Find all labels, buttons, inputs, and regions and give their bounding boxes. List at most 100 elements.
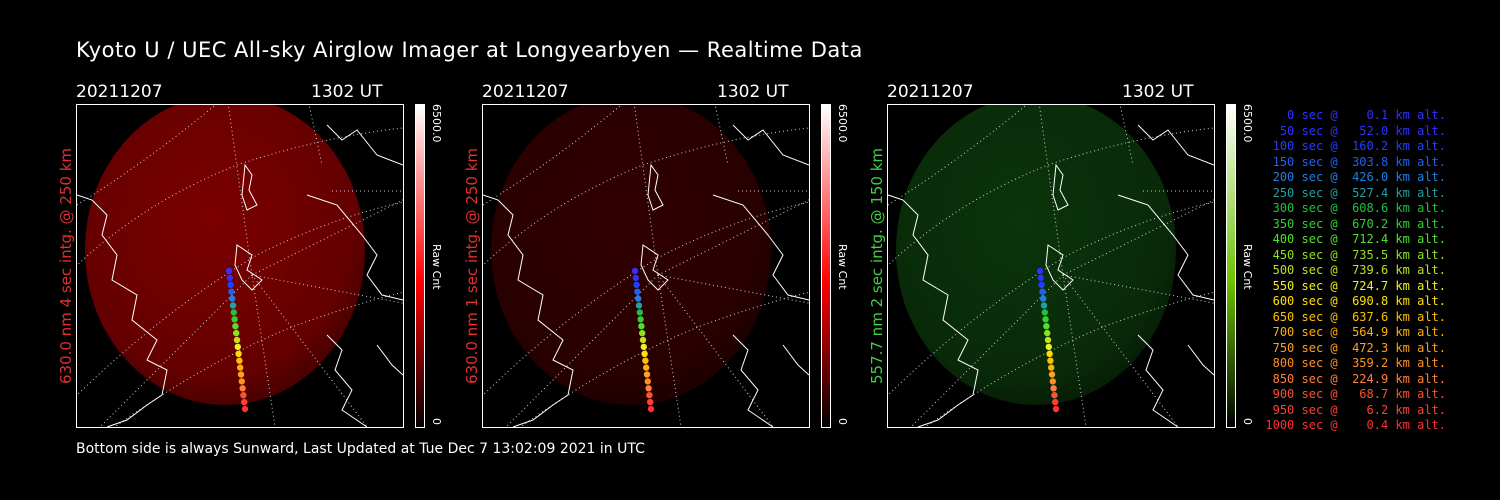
trajectory-point (638, 323, 645, 330)
colorbar-max-label: 6500.0 (836, 104, 849, 143)
trajectory-point (1049, 378, 1056, 385)
rocket-trajectory (1036, 267, 1060, 413)
trajectory-point (1044, 336, 1052, 344)
trajectory-point (235, 350, 242, 357)
lat-lon-grid (888, 105, 1214, 427)
legend-entry: 300 sec @ 608.6 km alt. (1265, 201, 1446, 215)
colorbar-unit-label: Raw Cnt (836, 244, 849, 290)
allsky-image (76, 104, 404, 428)
trajectory-point (240, 392, 247, 399)
rocket-trajectory (631, 267, 655, 413)
trajectory-point (1048, 364, 1055, 371)
trajectory-point (1042, 316, 1049, 323)
trajectory-point (632, 274, 639, 282)
trajectory-point (636, 309, 643, 316)
rocket-trajectory (225, 267, 249, 413)
lat-lon-grid (483, 105, 809, 427)
trajectory-point (1040, 302, 1048, 309)
colorbar (821, 104, 831, 428)
trajectory-point (645, 385, 652, 392)
trajectory-point (643, 371, 651, 378)
trajectory-point (239, 385, 246, 392)
trajectory-point (639, 336, 647, 344)
trajectory-point (634, 288, 641, 295)
panel-1: 630.0 nm 4 sec intg. @ 250 km 20211207 130… (55, 82, 785, 432)
trajectory-point (241, 398, 248, 406)
wavelength-label-text: 557.7 nm 2 sec intg. @ 150 km (868, 147, 886, 385)
coastline (77, 124, 403, 427)
trajectory-point (1040, 295, 1047, 302)
trajectory-point (635, 295, 642, 302)
trajectory-point (233, 336, 241, 344)
legend-entry: 150 sec @ 303.8 km alt. (1265, 154, 1446, 169)
legend-entry: 250 sec @ 527.4 km alt. (1265, 185, 1446, 200)
trajectory-point (225, 267, 233, 275)
trajectory-point (1045, 343, 1052, 351)
trajectory-point (1051, 392, 1058, 399)
wavelength-label: 630.0 nm 4 sec intg. @ 250 km (55, 104, 77, 428)
trajectory-point (1046, 350, 1053, 357)
colorbar-labels: 6500.0 Raw Cnt 0 (430, 104, 453, 428)
legend-entry: 200 sec @ 426.0 km alt. (1265, 170, 1446, 184)
legend-entry: 700 sec @ 564.9 km alt. (1265, 325, 1446, 339)
panel-time: 1302 UT (311, 82, 383, 102)
legend-entry: 500 sec @ 739.6 km alt. (1265, 263, 1446, 277)
trajectory-point (641, 350, 648, 357)
legend-entry: 400 sec @ 712.4 km alt. (1265, 232, 1446, 246)
trajectory-point (1044, 329, 1051, 337)
allsky-image (482, 104, 810, 428)
trajectory-point (238, 378, 245, 385)
airglow-field (491, 105, 771, 405)
trajectory-point (228, 288, 235, 295)
legend-entry: 50 sec @ 52.0 km alt. (1265, 123, 1446, 138)
trajectory-point (1048, 371, 1056, 378)
trajectory-point (1036, 267, 1044, 275)
colorbar-min-label: 0 (430, 418, 443, 425)
colorbar-labels: 6500.0 Raw Cnt 0 (836, 104, 859, 428)
trajectory-point (231, 316, 238, 323)
trajectory-point (232, 323, 239, 330)
trajectory-point (227, 281, 234, 288)
colorbar-max-label: 6500.0 (430, 104, 443, 143)
allsky-image (887, 104, 1215, 428)
trajectory-point (1050, 385, 1057, 392)
trajectory-point (1037, 274, 1044, 282)
panel-date: 20211207 (482, 82, 569, 102)
trajectory-point (643, 364, 650, 371)
trajectory-point (633, 281, 640, 288)
panel-time: 1302 UT (1122, 82, 1194, 102)
trajectory-point (644, 378, 651, 385)
legend-entry: 1000 sec @ 0.4 km alt. (1265, 418, 1446, 432)
trajectory-point (647, 398, 654, 406)
trajectory-point (1052, 405, 1060, 413)
trajectory-point (233, 329, 240, 337)
trajectory-point (237, 371, 245, 378)
page-title: Kyoto U / UEC All-sky Airglow Imager at … (76, 38, 863, 62)
trajectory-point (640, 343, 647, 351)
legend-entry: 650 sec @ 637.6 km alt. (1265, 309, 1446, 324)
trajectory-point (229, 295, 236, 302)
wavelength-label: 630.0 nm 1 sec intg. @ 250 km (461, 104, 483, 428)
trajectory-point (234, 343, 241, 351)
trajectory-point (230, 309, 237, 316)
lat-lon-grid (77, 105, 403, 427)
trajectory-point (647, 405, 655, 413)
trajectory-point (642, 357, 649, 364)
trajectory-point (1038, 281, 1045, 288)
footer-status: Bottom side is always Sunward, Last Upda… (76, 441, 645, 457)
legend-entry: 0 sec @ 0.1 km alt. (1265, 108, 1446, 122)
legend-entry: 600 sec @ 690.8 km alt. (1265, 294, 1446, 308)
panel-date: 20211207 (76, 82, 163, 102)
wavelength-label-text: 630.0 nm 4 sec intg. @ 250 km (57, 147, 75, 385)
colorbar (1226, 104, 1236, 428)
colorbar-unit-label: Raw Cnt (430, 244, 443, 290)
legend-entry: 350 sec @ 670.2 km alt. (1265, 216, 1446, 231)
trajectory-point (646, 392, 653, 399)
trajectory-point (226, 274, 233, 282)
panel-2: 630.0 nm 1 sec intg. @ 250 km 20211207 130… (461, 82, 1191, 432)
trajectory-point (635, 302, 643, 309)
trajectory-point (1039, 288, 1046, 295)
trajectory-point (229, 302, 237, 309)
wavelength-label-text: 630.0 nm 1 sec intg. @ 250 km (463, 147, 481, 385)
trajectory-point (639, 329, 646, 337)
